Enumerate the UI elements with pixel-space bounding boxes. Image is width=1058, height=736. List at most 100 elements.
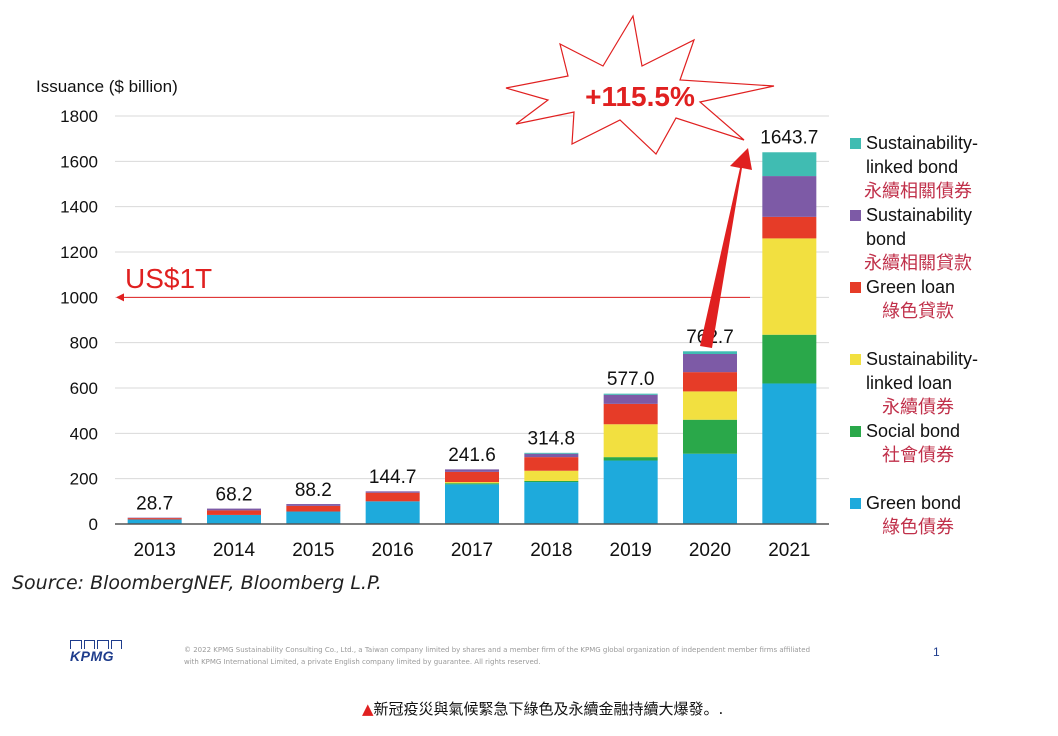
kpmg-logo: KPMG — [70, 640, 122, 666]
y-tick-label: 800 — [70, 334, 98, 353]
page-number: 1 — [933, 645, 940, 659]
growth-burst: +115.5% — [505, 14, 775, 155]
bar-segment — [207, 508, 261, 511]
total-label: 1643.7 — [760, 127, 818, 148]
legend-swatch — [850, 498, 861, 509]
legend-label-zh: 永續相關債券 — [864, 181, 972, 202]
bar-segment — [524, 457, 579, 471]
caption: ▲新冠疫災與氣候緊急下綠色及永續金融持續大爆發。. — [362, 698, 723, 719]
bar-segment — [524, 482, 579, 524]
total-label: 577.0 — [607, 369, 655, 390]
reference-line-label: US$1T — [125, 263, 212, 294]
caption-text: 新冠疫災與氣候緊急下綠色及永續金融持續大爆發。. — [373, 700, 724, 718]
bar-segment — [524, 470, 579, 481]
copyright-notice: © 2022 KPMG Sustainability Consulting Co… — [184, 646, 811, 666]
x-tick-label: 2019 — [610, 540, 652, 561]
bar-segment — [365, 491, 420, 493]
bar-segment — [762, 216, 817, 239]
bar-segment — [445, 469, 499, 472]
bar-segment — [603, 424, 658, 458]
bar-segment — [603, 393, 658, 395]
legend-label: Sustainability bond — [866, 205, 972, 249]
bar-segment — [762, 334, 817, 384]
bar-segment — [445, 471, 499, 483]
y-tick-label: 400 — [70, 424, 98, 443]
source-note: Source: BloombergNEF, Bloomberg L.P. — [12, 572, 382, 594]
y-tick-label: 1200 — [60, 243, 98, 262]
y-tick-labels: 0 200 400 600 800 1000 1200 1400 1600 1800 — [60, 107, 98, 534]
bar-segment — [603, 394, 658, 404]
bars — [127, 152, 817, 524]
y-tick-label: 0 — [89, 515, 98, 534]
bar-segment — [365, 501, 420, 524]
legend-label: Social bond — [866, 421, 960, 441]
bar-segment — [603, 460, 658, 524]
total-label: 241.6 — [448, 445, 496, 466]
bar-segment — [524, 452, 579, 454]
x-tick-labels: 2013 2014 2015 2016 2017 2018 2019 2020 2021 — [134, 540, 811, 561]
bar-segment — [683, 351, 737, 354]
bar-segment — [603, 457, 658, 461]
bar-segment — [762, 238, 817, 335]
legend-label-zh: 綠色貸款 — [882, 301, 954, 322]
bar-segment — [683, 419, 737, 454]
y-tick-label: 1400 — [60, 198, 98, 217]
logo-boxes — [70, 640, 122, 649]
legend-label: Green bond — [866, 493, 961, 513]
bar-segment — [127, 518, 182, 520]
legend-label: Sustainability-linked loan — [866, 349, 978, 393]
total-label: 88.2 — [295, 480, 332, 501]
bar-segment — [286, 504, 341, 506]
legend-swatch — [850, 138, 861, 149]
y-axis-title: Issuance ($ billion) — [36, 77, 178, 96]
stacked-bar-chart: Issuance ($ billion) 0 200 400 600 800 1000 12… — [36, 14, 978, 561]
legend-label: Sustainability-linked bond — [866, 133, 978, 177]
starburst-shape — [505, 14, 775, 155]
bar-segment — [207, 510, 261, 515]
growth-label: +115.5% — [585, 81, 695, 112]
total-label: 144.7 — [369, 467, 417, 488]
bar-segment — [683, 372, 737, 392]
bar-segment — [365, 492, 420, 502]
x-tick-label: 2014 — [213, 540, 256, 561]
legend-entry: Green bond 綠色債券 — [850, 493, 961, 538]
legend-entry: Sustainability-linked loan 永續債券 — [850, 349, 978, 418]
y-tick-label: 1800 — [60, 107, 98, 126]
x-tick-label: 2016 — [372, 540, 414, 561]
legend-entry: Sustainability-linked bond 永續相關債券 — [850, 133, 978, 202]
bar-segment — [762, 176, 817, 217]
y-tick-label: 1000 — [60, 288, 98, 307]
legend-entry: Social bond 社會債券 — [850, 421, 960, 466]
legend-label-zh: 社會債券 — [882, 445, 954, 466]
total-label: 314.8 — [528, 429, 576, 450]
legend-label-zh: 永續債券 — [882, 397, 954, 418]
bar-segment — [762, 383, 817, 524]
bar-segment — [683, 354, 737, 373]
growth-arrow-shape — [700, 148, 752, 348]
legend: Sustainability-linked bond永續相關債券Sustaina… — [850, 133, 978, 538]
caption-marker: ▲ — [362, 700, 374, 718]
total-label: 28.7 — [136, 493, 173, 514]
x-tick-label: 2015 — [292, 540, 334, 561]
bar-segment — [683, 391, 737, 420]
x-tick-label: 2021 — [768, 540, 810, 561]
bar-segment — [524, 453, 579, 458]
y-tick-label: 200 — [70, 470, 98, 489]
x-tick-label: 2018 — [530, 540, 572, 561]
bar-segment — [286, 505, 341, 512]
legend-label: Green loan — [866, 277, 955, 297]
total-label: 68.2 — [216, 485, 253, 506]
y-tick-label: 600 — [70, 379, 98, 398]
legend-label-zh: 綠色債券 — [882, 517, 954, 538]
bar-segment — [445, 483, 499, 485]
legend-swatch — [850, 282, 861, 293]
legend-label-zh: 永續相關貸款 — [864, 253, 972, 274]
legend-swatch — [850, 210, 861, 221]
bar-segment — [207, 514, 261, 524]
legend-entry: Green loan 綠色貸款 — [850, 277, 955, 322]
bar-segment — [762, 152, 817, 177]
bar-segment — [445, 484, 499, 524]
bar-segment — [127, 519, 182, 524]
bar-segment — [603, 403, 658, 425]
legend-swatch — [850, 426, 861, 437]
